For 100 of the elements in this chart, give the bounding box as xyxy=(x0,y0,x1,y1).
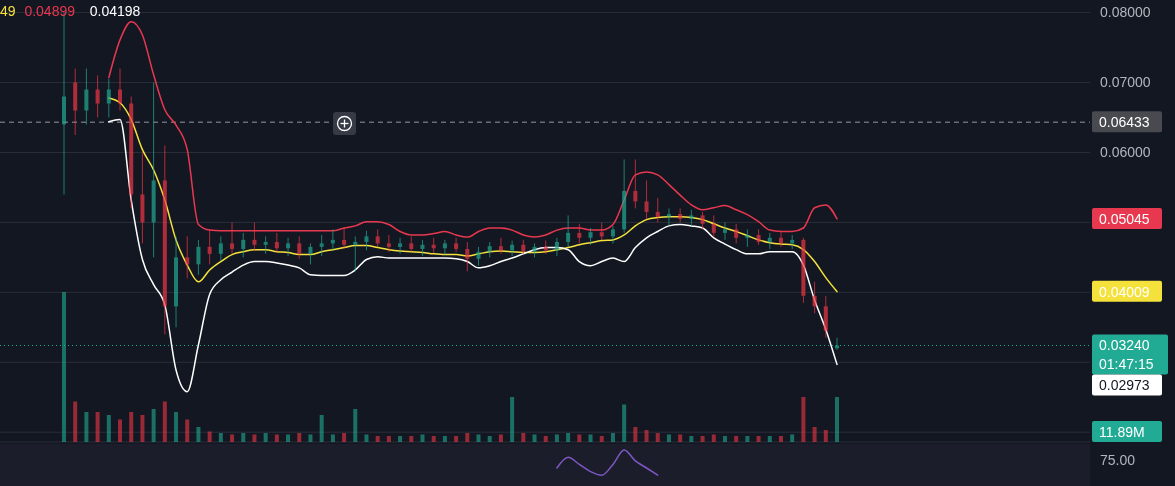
candlestick xyxy=(644,179,649,220)
bar xyxy=(442,436,447,442)
bar xyxy=(308,434,313,442)
text: 0.05045 xyxy=(1099,210,1150,227)
bar xyxy=(118,419,123,442)
bar xyxy=(409,436,414,442)
candlestick xyxy=(633,158,638,209)
candlestick xyxy=(218,235,223,262)
bar xyxy=(252,434,257,442)
candlestick xyxy=(566,214,571,248)
bar xyxy=(689,436,694,442)
candlestick xyxy=(442,239,447,256)
bar xyxy=(185,419,190,442)
bar xyxy=(162,401,167,442)
bar xyxy=(767,436,772,442)
bar xyxy=(778,436,783,442)
bar xyxy=(700,436,705,442)
bar xyxy=(106,415,111,442)
bar xyxy=(633,427,638,442)
text: 0.02973 xyxy=(1099,377,1150,394)
candlestick xyxy=(465,241,470,272)
bar xyxy=(174,412,179,442)
bar xyxy=(655,433,660,442)
bar xyxy=(84,412,89,442)
bar xyxy=(498,434,503,442)
bar xyxy=(62,292,66,442)
bar xyxy=(431,436,436,442)
bar xyxy=(476,434,481,442)
candlestick xyxy=(185,235,190,279)
bar xyxy=(319,415,324,442)
candlestick xyxy=(286,237,291,257)
bar xyxy=(207,431,212,442)
annotation: 0.04899 xyxy=(24,3,76,19)
bar xyxy=(342,433,347,442)
bar xyxy=(610,433,615,442)
bar xyxy=(230,434,235,442)
bar xyxy=(364,434,369,442)
text: 0.04009 xyxy=(1099,283,1150,300)
bar xyxy=(711,434,716,442)
candlestick xyxy=(297,235,302,260)
y-tick-label: 0.06000 xyxy=(1100,144,1151,161)
candlestick xyxy=(510,240,515,257)
candlestick xyxy=(95,75,100,118)
bar xyxy=(330,434,335,442)
bar xyxy=(140,415,145,442)
bar xyxy=(510,397,515,442)
candlestick xyxy=(666,207,671,227)
bar xyxy=(129,412,134,442)
bar xyxy=(95,412,100,442)
bar xyxy=(241,433,246,442)
bar xyxy=(745,436,750,442)
bar xyxy=(521,433,526,442)
line-series xyxy=(108,118,838,393)
bar xyxy=(151,409,156,442)
candlestick xyxy=(241,232,246,258)
bar xyxy=(398,436,403,442)
candlestick xyxy=(812,281,817,314)
candlestick xyxy=(308,242,313,265)
candlestick xyxy=(84,68,89,125)
bar xyxy=(263,433,268,442)
bar xyxy=(722,436,727,442)
bar xyxy=(286,434,291,442)
candlestick xyxy=(353,235,358,272)
bar xyxy=(554,434,559,442)
ref-line-label: 0.06433 xyxy=(1099,114,1150,131)
bar xyxy=(812,427,817,442)
bar xyxy=(801,397,806,442)
bar xyxy=(622,404,627,442)
bar xyxy=(353,409,358,442)
bar xyxy=(274,434,279,442)
candlestick xyxy=(319,234,324,257)
bar xyxy=(835,397,839,442)
bar xyxy=(566,433,571,442)
bar xyxy=(543,436,548,442)
bar xyxy=(666,434,671,442)
candlestick xyxy=(498,237,503,255)
candlestick xyxy=(106,78,111,118)
candlestick xyxy=(476,246,481,267)
bar xyxy=(599,436,604,442)
candlestick xyxy=(454,237,459,253)
bar xyxy=(73,401,78,442)
text: 11.89M xyxy=(1099,424,1145,440)
bar xyxy=(790,434,795,442)
bar xyxy=(823,430,828,442)
candlestick xyxy=(118,68,123,111)
bar xyxy=(465,433,470,442)
bar xyxy=(454,436,459,442)
bar xyxy=(196,427,201,442)
ref-line-label: 0.03240 xyxy=(1099,337,1150,354)
bar xyxy=(532,434,537,442)
bar xyxy=(734,436,739,442)
bar xyxy=(644,430,649,442)
bar xyxy=(678,434,683,442)
bar xyxy=(588,434,593,442)
text: 75.00 xyxy=(1100,452,1136,468)
candlestick xyxy=(554,237,559,257)
candlestick xyxy=(655,197,660,223)
annotation: 0.04198 xyxy=(89,3,141,19)
candlestick xyxy=(711,214,716,237)
bar xyxy=(375,436,380,442)
